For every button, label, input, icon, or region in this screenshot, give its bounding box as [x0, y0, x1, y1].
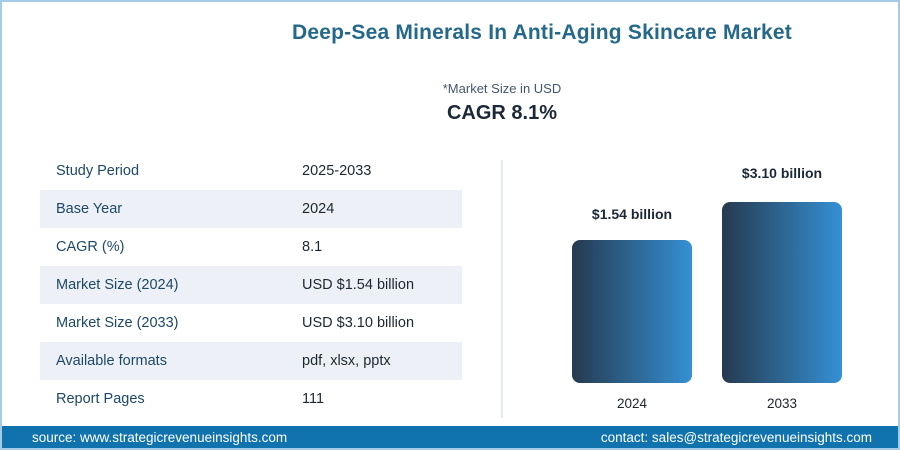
row-value: USD $1.54 billion [302, 277, 415, 293]
x-axis-label-2033: 2033 [766, 396, 798, 411]
row-label: Study Period [56, 163, 140, 179]
vertical-divider [501, 160, 503, 418]
table-row: Report Pages 111 [40, 380, 462, 418]
footer-contact: contact: sales@strategicrevenueinsights.… [600, 429, 872, 445]
bar-value-label-2033: $3.10 billion [741, 165, 823, 181]
cagr-value: CAGR 8.1% [446, 102, 558, 124]
row-label: Report Pages [56, 391, 145, 407]
footer-bar: source: www.strategicrevenueinsights.com… [2, 426, 898, 448]
row-value: 2025-2033 [302, 163, 372, 179]
x-axis-label-2024: 2024 [616, 396, 648, 411]
row-value: USD $3.10 billion [302, 315, 415, 331]
footer-source: source: www.strategicrevenueinsights.com [32, 429, 288, 445]
table-row: Study Period 2025-2033 [40, 152, 462, 190]
row-value: 8.1 [302, 239, 323, 255]
row-label: Market Size (2024) [56, 277, 179, 293]
bar-2024 [572, 240, 692, 383]
row-value: pdf, xlsx, pptx [302, 353, 391, 369]
row-label: Market Size (2033) [56, 315, 179, 331]
spec-table: Study Period 2025-2033 Base Year 2024 CA… [40, 152, 462, 418]
table-row: Available formats pdf, xlsx, pptx [40, 342, 462, 380]
bar-2033 [722, 202, 842, 383]
row-label: CAGR (%) [56, 239, 125, 255]
bar-value-label-2024: $1.54 billion [591, 206, 673, 222]
table-row: Market Size (2024) USD $1.54 billion [40, 266, 462, 304]
page-title: Deep-Sea Minerals In Anti-Aging Skincare… [292, 21, 792, 44]
row-label: Available formats [56, 353, 167, 369]
table-row: Base Year 2024 [40, 190, 462, 228]
table-row: Market Size (2033) USD $3.10 billion [40, 304, 462, 342]
table-row: CAGR (%) 8.1 [40, 228, 462, 266]
row-value: 111 [302, 391, 325, 407]
row-label: Base Year [56, 201, 123, 217]
row-value: 2024 [302, 201, 335, 217]
market-size-note: *Market Size in USD [442, 81, 562, 96]
